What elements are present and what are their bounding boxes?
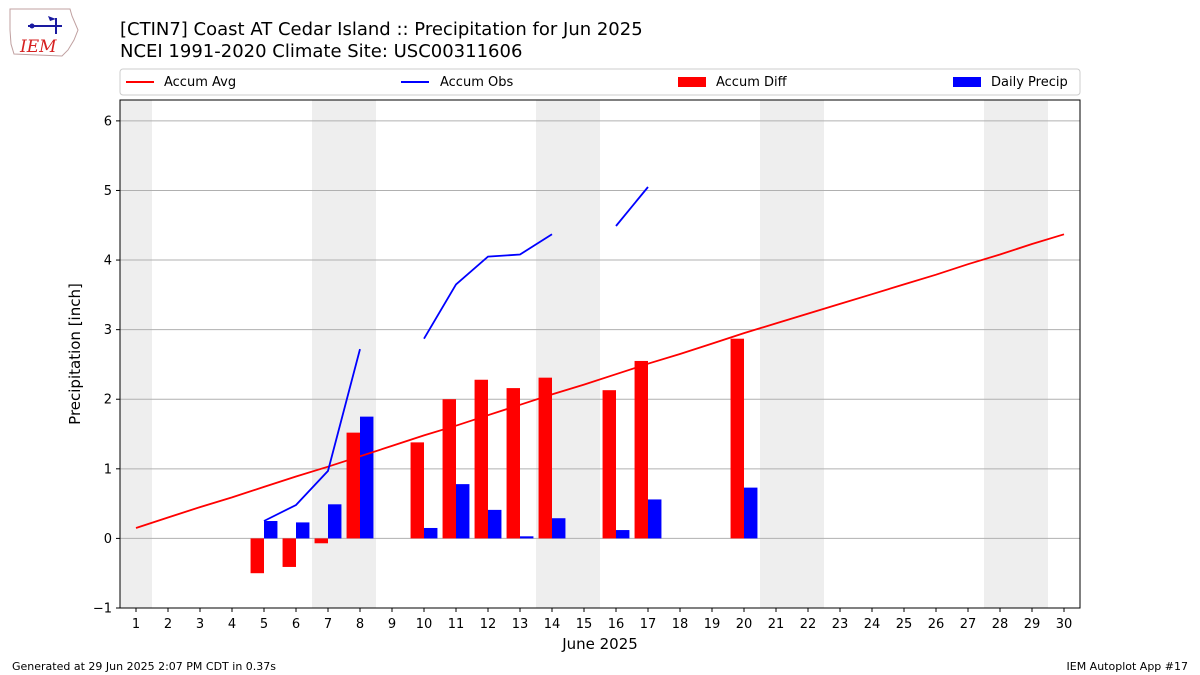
accum-diff-bar-7 [314, 538, 328, 544]
x-tick-label: 23 [832, 617, 849, 632]
legend-label-accum-diff: Accum Diff [716, 75, 788, 90]
x-tick-label: 2 [164, 617, 172, 632]
x-tick-label: 18 [672, 617, 689, 632]
accum-diff-bar-5 [250, 538, 264, 574]
x-axis-ticks: 1 2 3 4 5 6 7 8 9 10 11 12 13 14 15 16 17 18 19 20 21 22 23 24 2… [132, 608, 1072, 632]
x-tick-label: 1 [132, 617, 140, 632]
x-tick-label: 6 [292, 617, 300, 632]
logo-text: IEM [19, 37, 57, 57]
weekend-band-28 [984, 100, 1016, 608]
legend: Accum Avg Accum Obs Accum Diff Daily Pre… [119, 68, 1081, 96]
x-tick-label: 14 [544, 617, 561, 632]
weekend-shading [120, 100, 1048, 608]
iem-logo: IEM [9, 8, 79, 57]
x-tick-label: 17 [640, 617, 657, 632]
legend-label-accum-avg: Accum Avg [164, 75, 236, 90]
chart-subtitle: NCEI 1991-2020 Climate Site: USC00311606 [120, 41, 522, 62]
daily-precip-bar-20 [744, 487, 758, 539]
x-tick-label: 12 [480, 617, 497, 632]
y-tick-label: 3 [104, 323, 112, 338]
x-axis-label: June 2025 [561, 635, 638, 653]
weekend-band-21 [760, 100, 792, 608]
x-tick-label: 19 [704, 617, 721, 632]
accum-obs-line-segment-1 [423, 233, 553, 340]
accum-diff-bar-14 [538, 377, 552, 539]
weekend-band-22 [792, 100, 824, 608]
x-tick-label: 8 [356, 617, 364, 632]
x-tick-label: 13 [512, 617, 529, 632]
x-tick-label: 15 [576, 617, 593, 632]
y-tick-label: −1 [93, 602, 112, 617]
weekend-band-1 [120, 100, 152, 608]
x-tick-label: 9 [388, 617, 396, 632]
daily-precip-bar-12 [488, 509, 502, 539]
accum-diff-bar-11 [442, 399, 456, 539]
logo-dot [29, 23, 35, 29]
accum-diff-bar-20 [730, 338, 744, 539]
x-tick-label: 7 [324, 617, 332, 632]
accum-diff-bar-13 [506, 388, 520, 539]
logo-wing [48, 16, 56, 21]
accum-diff-bar-12 [474, 379, 488, 539]
daily-precip-bar-5 [264, 521, 278, 539]
legend-label-daily-precip: Daily Precip [991, 75, 1068, 90]
x-tick-label: 22 [800, 617, 817, 632]
x-tick-label: 5 [260, 617, 268, 632]
x-tick-label: 16 [608, 617, 625, 632]
accum-diff-bar-6 [282, 538, 296, 567]
daily-precip-bar-10 [424, 527, 438, 539]
y-tick-label: 1 [104, 462, 112, 477]
x-tick-label: 27 [960, 617, 977, 632]
accum-obs-line-segment-2 [615, 186, 649, 227]
x-tick-label: 25 [896, 617, 913, 632]
daily-precip-bar-14 [552, 518, 566, 539]
y-axis-ticks: −1 0 1 2 3 4 5 6 [93, 114, 120, 617]
daily-precip-bar-11 [456, 484, 470, 539]
accum-diff-bar-16 [602, 390, 616, 539]
x-tick-label: 30 [1056, 617, 1073, 632]
x-tick-label: 24 [864, 617, 881, 632]
y-axis-label: Precipitation [inch] [66, 283, 84, 425]
weekend-band-29 [1016, 100, 1048, 608]
accum-obs-line-segment-0 [263, 348, 361, 522]
accum-avg-line [135, 233, 1065, 529]
iowa-outline-icon [9, 8, 79, 57]
x-tick-label: 21 [768, 617, 785, 632]
weekend-band-15 [568, 100, 600, 608]
daily-precip-bar-13 [520, 536, 534, 539]
x-tick-label: 20 [736, 617, 753, 632]
legend-swatch-accum-diff [678, 77, 706, 87]
footer-generated: Generated at 29 Jun 2025 2:07 PM CDT in … [12, 660, 276, 673]
x-tick-label: 10 [416, 617, 433, 632]
y-tick-label: 0 [104, 532, 112, 547]
legend-label-accum-obs: Accum Obs [440, 75, 513, 90]
accum-diff-bar-10 [410, 442, 424, 539]
chart-title: [CTIN7] Coast AT Cedar Island :: Precipi… [120, 19, 643, 40]
legend-frame [119, 68, 1081, 96]
x-tick-label: 11 [448, 617, 465, 632]
accum-diff-bar-8 [346, 432, 360, 539]
daily-precip-bar-7 [328, 504, 342, 539]
y-tick-label: 2 [104, 393, 112, 408]
x-tick-label: 4 [228, 617, 236, 632]
daily-precip-bar-17 [648, 499, 662, 539]
daily-precip-bar-8 [360, 416, 374, 539]
y-tick-label: 6 [104, 114, 112, 129]
y-tick-label: 5 [104, 184, 112, 199]
x-tick-label: 3 [196, 617, 204, 632]
lines [135, 186, 1065, 529]
daily-precip-bar-16 [616, 530, 630, 539]
plot-frame [119, 99, 1081, 609]
legend-swatch-daily-precip [953, 77, 981, 87]
x-tick-label: 28 [992, 617, 1009, 632]
footer-app: IEM Autoplot App #17 [1067, 660, 1189, 673]
daily-precip-bar-6 [296, 522, 310, 539]
x-tick-label: 26 [928, 617, 945, 632]
accum-diff-bar-17 [634, 360, 648, 539]
x-tick-label: 29 [1024, 617, 1041, 632]
y-tick-label: 4 [104, 254, 112, 269]
